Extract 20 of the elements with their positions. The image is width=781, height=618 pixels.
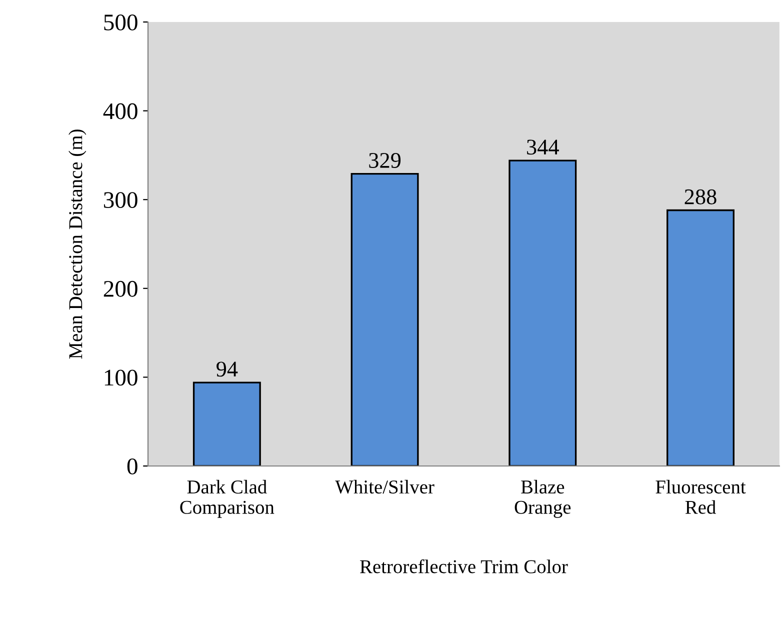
bar xyxy=(350,173,419,466)
y-tick-label: 100 xyxy=(104,370,138,386)
y-tick-label: 300 xyxy=(104,192,138,208)
data-label: 329 xyxy=(369,153,401,168)
x-tick-label: Blaze Orange xyxy=(514,480,571,518)
x-tick-label: Fluorescent Red xyxy=(656,480,746,514)
data-label: 288 xyxy=(684,189,716,204)
data-label: 94 xyxy=(216,362,238,377)
y-axis-title: Mean Detection Distance (m) xyxy=(68,130,86,359)
bar xyxy=(192,382,261,466)
y-tick-label: 0 xyxy=(127,458,138,474)
y-tick-label: 500 xyxy=(104,14,138,30)
x-tick-label: White/Silver xyxy=(335,480,434,494)
data-label: 344 xyxy=(527,140,559,155)
x-tick-label: Dark Clad Comparison xyxy=(180,480,274,518)
y-tick-label: 200 xyxy=(104,280,138,297)
bar xyxy=(666,209,734,466)
y-tick-label: 400 xyxy=(103,103,138,120)
bar xyxy=(508,160,577,466)
x-axis-title: Retroreflective Trim Color xyxy=(360,559,568,574)
